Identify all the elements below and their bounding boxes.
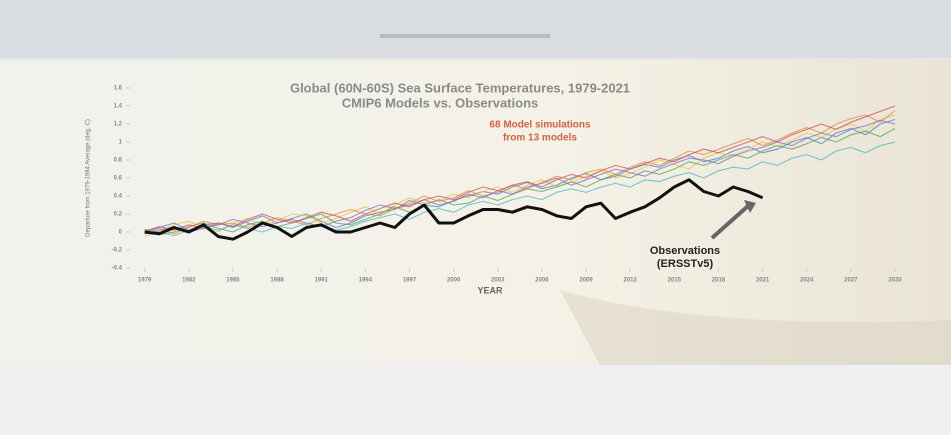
x-tick-label: 1994 (359, 278, 373, 284)
annotation: (ERSSTv5) (657, 258, 714, 270)
annotation: Observations (650, 245, 720, 257)
y-tick-label: -0.4 (112, 266, 123, 272)
x-tick-label: 2015 (668, 278, 682, 284)
x-tick-label: 2012 (624, 278, 638, 284)
chart-title: Global (60N-60S) Sea Surface Temperature… (290, 80, 630, 95)
y-tick-label: 1.4 (114, 104, 123, 110)
annotation: 68 Model simulations (489, 120, 591, 131)
plot: -0.4 -0.2 0 0.2 0.4 0.6 0.8 1 1.2 1.4 1.6 1979 1982 1… (112, 86, 903, 284)
y-tick-label: 1.2 (114, 122, 123, 128)
x-axis-label: YEAR (477, 285, 503, 295)
annotation: from 13 models (503, 133, 577, 144)
x-tick-label: 1985 (226, 278, 240, 284)
arrow-head (744, 200, 756, 213)
shadow (560, 290, 951, 365)
x-tick-label: 2027 (844, 278, 858, 284)
model-line (144, 141, 896, 237)
y-tick-label: 0 (119, 230, 123, 236)
chart-subtitle: CMIP6 Models vs. Observations (342, 95, 539, 110)
y-tick-label: 0.6 (114, 176, 123, 182)
arrow (710, 204, 750, 240)
y-axis-label: Departure from 1979-1984 Average (deg. C… (86, 119, 92, 237)
y-tick-label: -0.2 (112, 248, 123, 254)
top-band (0, 0, 951, 58)
x-tick-label: 1979 (138, 278, 152, 284)
x-tick-label: 2003 (491, 278, 505, 284)
x-tick-label: 2000 (447, 278, 461, 284)
x-tick-label: 1988 (270, 278, 284, 284)
x-tick-label: 1982 (182, 278, 196, 284)
x-tick-label: 1991 (315, 278, 329, 284)
x-tick-label: 2030 (888, 278, 902, 284)
handle (380, 34, 550, 38)
x-tick-label: 2018 (712, 278, 726, 284)
y-tick-label: 1 (119, 140, 123, 146)
y-tick-label: 1.6 (114, 86, 123, 92)
y-tick-label: 0.2 (114, 212, 123, 218)
x-tick-label: 2006 (535, 278, 549, 284)
x-tick-label: 2021 (756, 278, 770, 284)
model-line (144, 105, 896, 232)
observation-line (144, 178, 764, 241)
x-tick-label: 2009 (579, 278, 593, 284)
bottom-band (0, 365, 951, 435)
y-tick-label: 0.8 (114, 158, 123, 164)
model-line (144, 110, 896, 235)
model-line (144, 118, 896, 233)
y-tick-label: 0.4 (114, 194, 123, 200)
x-tick-label: 1997 (403, 278, 417, 284)
x-tick-label: 2024 (800, 278, 814, 284)
